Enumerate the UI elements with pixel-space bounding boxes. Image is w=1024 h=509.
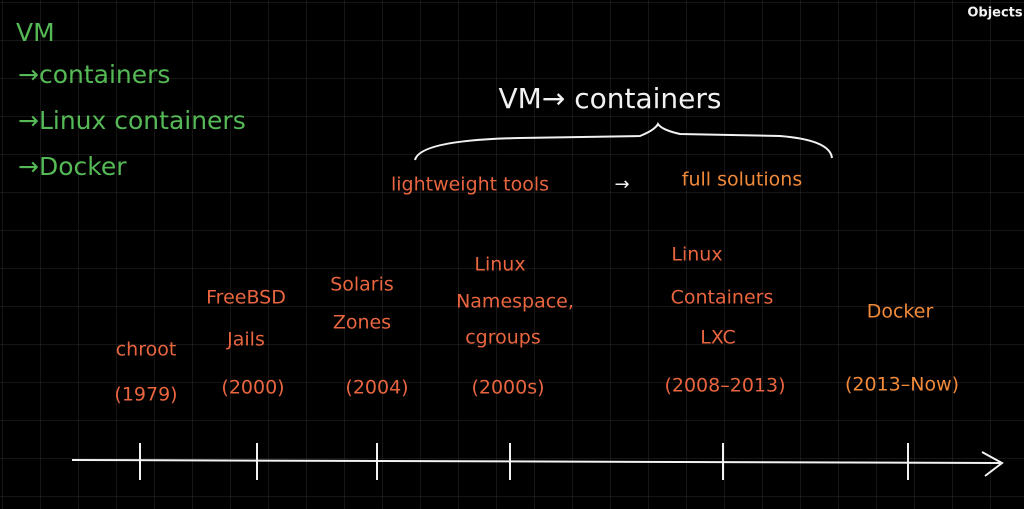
progression-from: lightweight tools [391, 174, 549, 196]
note: →Docker [18, 152, 127, 181]
notes: VM →containers →Linux containers →Docker [16, 18, 246, 181]
heading: VM→ containers [499, 82, 722, 115]
timeline [71, 443, 1004, 480]
event-label: Solaris [330, 274, 394, 296]
objects-button[interactable]: Objects [967, 6, 1023, 21]
event-label: Linux [474, 254, 525, 276]
event-year: (2013–Now) [845, 374, 959, 396]
event-label: Zones [333, 312, 391, 334]
event-label: Namespace, [456, 291, 574, 313]
event-year: (2000) [221, 377, 284, 399]
axis-arrow [981, 451, 1004, 477]
event-year: (2004) [345, 377, 408, 399]
event-label: FreeBSD [206, 287, 286, 309]
event-label: LXC [700, 327, 736, 349]
event-label: cgroups [465, 327, 541, 349]
brace [414, 122, 833, 161]
axis-line [71, 459, 1001, 464]
progression-to: full solutions [682, 169, 802, 191]
event-label: Docker [867, 301, 934, 323]
event-label: Jails [226, 329, 265, 351]
note: →Linux containers [18, 106, 246, 135]
event-label: Containers [671, 287, 774, 309]
event-year: (1979) [114, 384, 177, 406]
progression-arrow: → [614, 174, 629, 195]
note: →containers [18, 60, 170, 89]
note: VM [16, 18, 55, 47]
event-year: (2008–2013) [664, 375, 785, 397]
event-year: (2000s) [471, 377, 544, 399]
events: chroot (1979) FreeBSD Jails (2000) Solar… [114, 244, 959, 406]
event-label: Linux [671, 244, 722, 266]
event-label: chroot [116, 339, 177, 361]
